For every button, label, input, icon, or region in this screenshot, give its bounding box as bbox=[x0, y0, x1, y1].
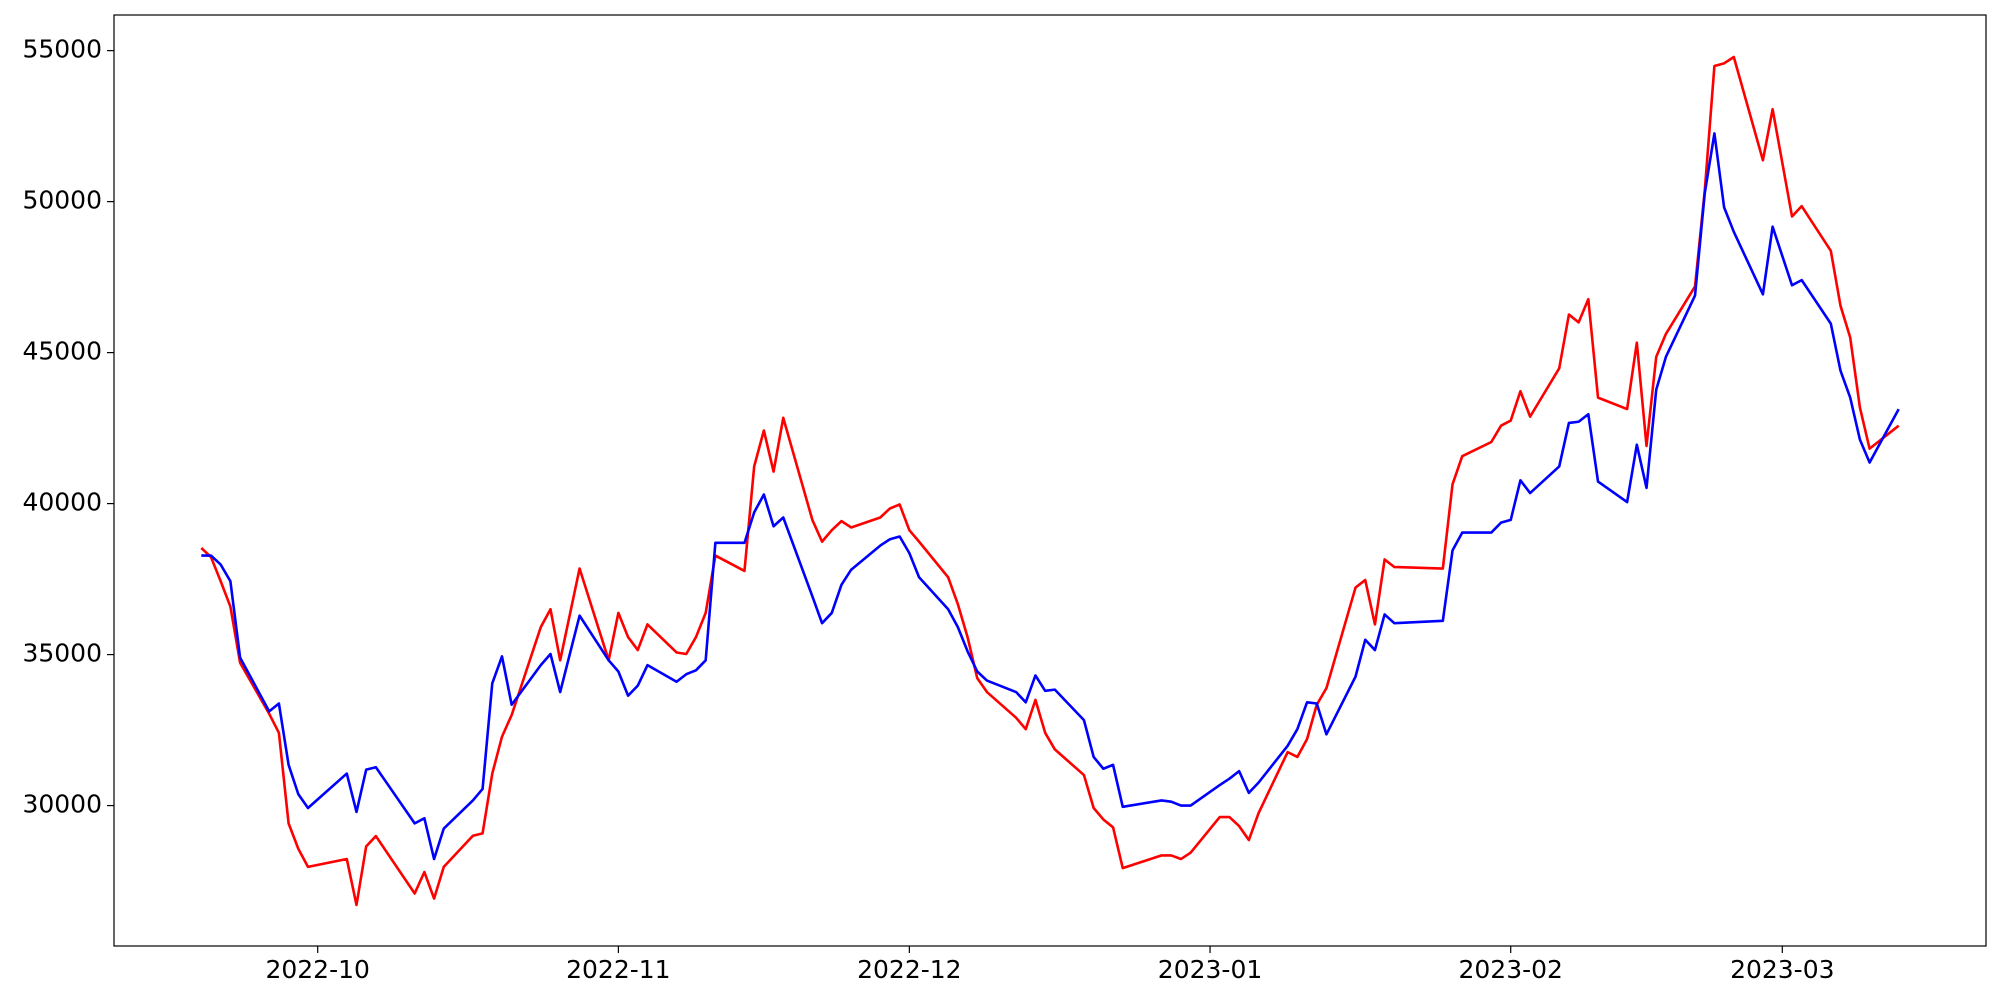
y-tick-label: 35000 bbox=[22, 639, 102, 668]
y-tick-label: 40000 bbox=[22, 488, 102, 517]
y-tick-label: 55000 bbox=[22, 35, 102, 64]
series-line bbox=[200, 55, 1900, 907]
x-tick-label: 2022-12 bbox=[857, 955, 961, 984]
x-tick-label: 2023-01 bbox=[1158, 955, 1262, 984]
y-tick-label: 45000 bbox=[22, 337, 102, 366]
x-tick-label: 2023-02 bbox=[1458, 955, 1562, 984]
x-tick-label: 2022-10 bbox=[265, 955, 369, 984]
x-tick-label: 2022-11 bbox=[566, 955, 670, 984]
y-tick-label: 50000 bbox=[22, 186, 102, 215]
plot-frame bbox=[113, 14, 1987, 947]
x-tick-label: 2023-03 bbox=[1730, 955, 1834, 984]
y-tick-label: 30000 bbox=[22, 790, 102, 819]
series-line bbox=[201, 132, 1900, 861]
